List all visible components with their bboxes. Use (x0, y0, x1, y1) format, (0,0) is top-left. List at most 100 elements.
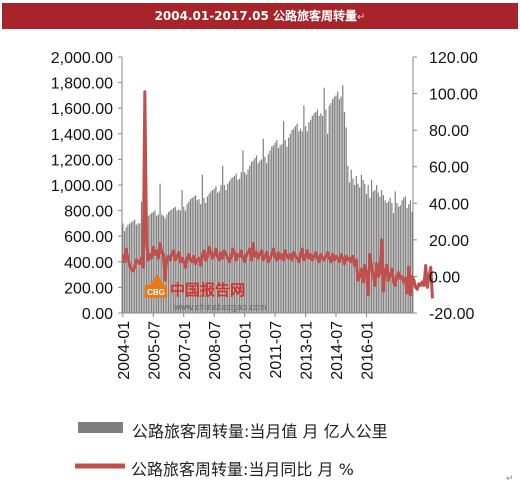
chart-title-banner: 2004.01-2017.05 公路旅客周转量↵ (2, 3, 518, 29)
bar (147, 215, 149, 313)
bar (281, 144, 283, 313)
bar (232, 177, 234, 313)
bar (291, 129, 293, 313)
bar (360, 174, 362, 313)
chart-title: 2004.01-2017.05 公路旅客周转量 (154, 9, 358, 23)
bar (411, 211, 413, 313)
bar (282, 121, 285, 313)
right-tick-label: 0.00 (429, 269, 460, 286)
bar (220, 185, 222, 313)
bar (145, 218, 148, 313)
bar (167, 211, 170, 313)
bar (198, 199, 200, 313)
bar (233, 176, 236, 313)
bar (274, 142, 276, 313)
bar (299, 128, 302, 313)
x-tick-label: 2010-01 (238, 321, 255, 380)
bar (404, 196, 406, 313)
watermark-logo-icon: CBG (145, 274, 167, 298)
x-tick-label: 2011-07 (268, 321, 285, 379)
bar (211, 190, 214, 313)
left-tick-label: 0.00 (82, 306, 113, 323)
legend-bar-swatch (78, 422, 123, 433)
bar (354, 185, 356, 313)
bar (271, 146, 273, 313)
watermark: CBG 中国报告网 www.chinabaogao.com (145, 274, 267, 312)
bar (320, 113, 322, 313)
bar (376, 185, 378, 313)
bar-series (122, 85, 413, 314)
bar (144, 220, 146, 313)
legend-swatches (75, 422, 125, 469)
bar (296, 123, 298, 313)
bar (328, 105, 330, 313)
bar (343, 112, 346, 313)
bar (181, 190, 183, 313)
bar (195, 195, 197, 313)
left-tick-label: 1,400.00 (51, 127, 113, 144)
bar (304, 126, 307, 314)
bar (348, 182, 351, 313)
bar (384, 200, 386, 313)
left-tick-label: 400.00 (64, 255, 113, 272)
legend-line-label: 公路旅客周转量:当月同比 月 % (131, 460, 354, 479)
watermark-url: www.chinabaogao.com (173, 302, 267, 312)
return-mark: ↵ (357, 12, 366, 23)
bar (374, 190, 376, 313)
bar (244, 172, 246, 313)
bar (338, 99, 340, 314)
bar (171, 209, 173, 313)
bar (125, 227, 127, 313)
bar (347, 165, 349, 313)
bar (254, 158, 256, 313)
bar (201, 174, 203, 313)
bar (321, 115, 324, 313)
bar (403, 197, 405, 313)
left-axis: 0.00 200.00 400.00 600.00 800.00 1,000.00 1,20… (51, 50, 122, 323)
right-tick-label: 100.00 (429, 87, 478, 104)
bar (386, 202, 388, 313)
bar (306, 131, 308, 313)
bar (269, 150, 271, 313)
bar (230, 178, 232, 313)
right-tick-label: -20.00 (429, 306, 474, 323)
bar (139, 223, 141, 313)
bar (326, 133, 329, 313)
bar (401, 200, 403, 313)
left-tick-label: 1,600.00 (51, 101, 113, 118)
bar (311, 115, 313, 313)
bar (391, 202, 393, 313)
bar (357, 183, 359, 313)
bar (245, 174, 247, 313)
bar (161, 214, 163, 313)
line-series (121, 90, 434, 299)
bar (387, 201, 390, 313)
left-tick-label: 600.00 (64, 229, 113, 246)
x-tick-label: 2014-07 (329, 321, 346, 380)
bar (249, 165, 251, 313)
bar (310, 119, 312, 313)
bar (178, 209, 180, 313)
bar (362, 179, 364, 313)
bar (323, 87, 325, 313)
bar (406, 208, 408, 313)
bar (238, 178, 241, 313)
bar (218, 191, 220, 313)
bar (301, 131, 303, 313)
left-tick-label: 1,000.00 (51, 178, 113, 195)
bar (122, 223, 124, 313)
bar (260, 159, 263, 313)
bar (169, 210, 171, 313)
bar (298, 131, 300, 313)
bar (315, 112, 317, 313)
bar (355, 176, 357, 313)
bar (277, 147, 280, 313)
bar (223, 185, 225, 313)
bar (252, 160, 254, 313)
legend-bar-label: 公路旅客周转量:当月值 月 亿人公里 (132, 422, 388, 441)
corner-return-mark: ↵ (506, 474, 514, 484)
bar (137, 223, 139, 313)
bar (333, 96, 335, 314)
bar (262, 138, 264, 313)
